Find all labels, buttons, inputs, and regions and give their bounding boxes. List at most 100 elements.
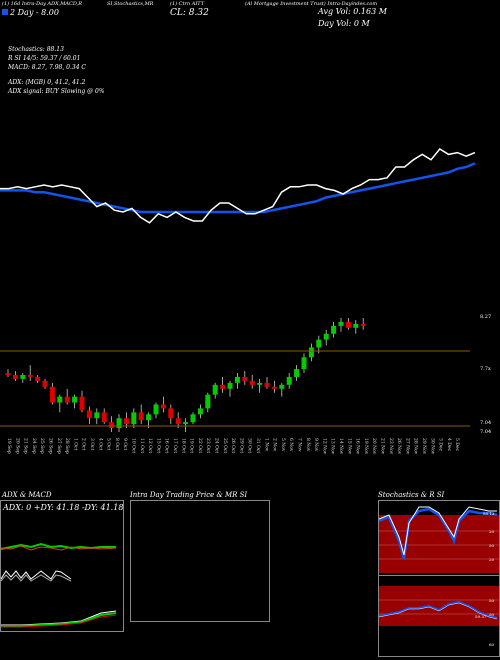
candle-body [168, 408, 174, 419]
main-chart: 8.27 7.7x 7.04 7.04 19 Sep 20 Sep 21 Sep 24… [0, 148, 491, 455]
rsi-label-1: 59.37 [475, 614, 487, 619]
x-date-label: 2 Nov [272, 438, 278, 452]
x-date-label: 26 Sep [48, 438, 54, 454]
stoch-label-1: 88.13 [483, 511, 495, 516]
x-date-label: 19 Oct [189, 438, 195, 453]
candle-body [57, 396, 63, 403]
candle-body [35, 376, 41, 381]
x-date-label: 21 Nov [380, 438, 386, 455]
candle-body [72, 396, 78, 403]
x-date-label: 21 Sep [23, 438, 29, 454]
stoch-panel-title: Stochastics & R SI [378, 491, 445, 499]
candle-body [257, 382, 263, 385]
rsi-label-2: 50 [489, 598, 495, 603]
x-date-label: 20 Sep [14, 438, 20, 454]
candle-body [175, 418, 181, 425]
candle-body [227, 382, 233, 389]
price-label-top: 8.27 [480, 314, 491, 320]
candle-body [249, 380, 255, 385]
legend-square [2, 9, 8, 15]
candle-body [153, 404, 159, 415]
adx-values: ADX: 0 +DY: 41.18 -DY: 41.18 [3, 503, 124, 512]
candle-body [116, 418, 122, 429]
header-company: (Al Mortgage Investment Trust) Intra-Day… [245, 1, 378, 7]
x-date-label: 29 Oct [238, 438, 244, 453]
candle-body [279, 384, 285, 389]
candle-body [20, 375, 26, 379]
x-date-label: 7 Nov [297, 438, 303, 452]
close-label: CL: 8.32 [170, 8, 209, 18]
x-date-label: 12 Nov [321, 438, 327, 455]
candle-body [109, 422, 115, 429]
candle-body [94, 412, 100, 419]
candle-body [338, 321, 344, 326]
x-date-label: 24 Oct [214, 438, 220, 453]
x-date-label: 29 Nov [421, 438, 427, 455]
candle-body [5, 373, 11, 375]
stoch-label-4: 20 [489, 557, 495, 562]
x-date-label: 4 Dec [446, 438, 452, 452]
x-date-label: 15 Nov [346, 438, 352, 455]
x-date-label: 19 Sep [6, 438, 12, 454]
x-date-label: 8 Nov [305, 438, 311, 452]
candle-body [146, 414, 152, 421]
candle-body [49, 386, 55, 403]
candle-body [323, 333, 329, 340]
candle-body [64, 396, 70, 403]
candle-body [286, 376, 292, 385]
stoch-graph: 88.13 20 50 20 [378, 506, 499, 573]
x-date-label: 3 Oct [89, 438, 95, 451]
candle-body [79, 396, 85, 411]
candle-body [294, 369, 300, 377]
candle-body [264, 382, 270, 387]
stoch-label-3: 50 [489, 543, 495, 548]
macd-panel [0, 583, 124, 632]
x-date-label: 24 Sep [31, 438, 37, 454]
x-date-label: 16 Oct [164, 438, 170, 453]
x-date-label: 11 Oct [139, 438, 145, 453]
x-date-label: 13 Nov [330, 438, 336, 455]
mrsi-panel [130, 500, 270, 622]
x-date-label: 4 Oct [97, 438, 103, 451]
x-date-label: 9 Nov [313, 438, 319, 452]
price-line [0, 148, 476, 224]
x-date-label: 14 Nov [338, 438, 344, 455]
candle-body [42, 380, 48, 387]
x-date-label: 10 Oct [131, 438, 137, 453]
x-date-label: 12 Oct [147, 438, 153, 453]
candle-body [190, 414, 196, 423]
x-date-label: 18 Oct [180, 438, 186, 453]
x-date-label: 25 Sep [39, 438, 45, 454]
x-date-label: 26 Nov [396, 438, 402, 455]
day-vol-label: Day Vol: 0 M [318, 19, 370, 28]
x-date-label: 28 Sep [64, 438, 70, 454]
candle-body [301, 357, 307, 370]
candle-body [86, 410, 92, 419]
candle-body [353, 323, 359, 328]
x-date-label: 15 Oct [155, 438, 161, 453]
header-line-1b: SI,Stochastics,MR [107, 1, 154, 7]
rsi-label-4: 60 [489, 642, 495, 647]
candle-body [242, 376, 248, 381]
candle-body [138, 412, 144, 421]
x-date-label: 25 Oct [222, 438, 228, 453]
macd-text: MACD: 8.27, 7.98, 0.34 C [8, 64, 87, 71]
candle-body [205, 394, 211, 409]
adx-text: ADX: (MGB) 0, 41.2, 41.2 [8, 79, 86, 86]
price-label-low1: 7.04 [480, 420, 491, 426]
candle-body [197, 408, 203, 415]
candle-body [316, 339, 322, 348]
stochastics-text: Stochastics: 88.13 [8, 46, 64, 53]
rsi-graph: 59.37 50 50 60 [378, 586, 499, 647]
rsi-text: R SI 14/5: 59.37 / 60.01 [8, 55, 81, 62]
x-date-label: 1 Nov [263, 438, 269, 452]
header-symbol: (1) Ctrn AITT [170, 1, 205, 7]
x-date-label: 22 Oct [197, 438, 203, 453]
x-date-label: 5 Oct [106, 438, 112, 451]
adx-panel-title: ADX & MACD [2, 491, 52, 499]
candle-body [331, 325, 337, 334]
candle-body [360, 323, 366, 326]
candle-body [212, 384, 218, 395]
stoch-panel: 88.13 20 50 20 [378, 500, 500, 577]
x-date-label: 9 Oct [122, 438, 128, 451]
